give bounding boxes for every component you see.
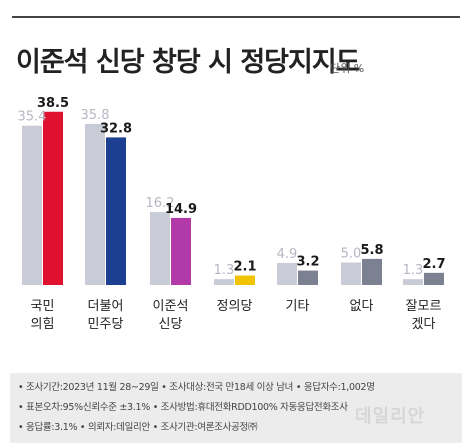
bar-series1-2	[150, 212, 170, 285]
unit-label: 단위 %	[330, 62, 365, 75]
footer-line-2: • 표본오차:95%신뢰수준 ±3.1% • 조사방법:휴대전화RDD100% …	[18, 402, 348, 413]
value-label-series1-5: 5.0	[341, 247, 362, 262]
bar-series2-1	[106, 137, 126, 285]
bar-series1-3	[214, 279, 234, 285]
bar-series1-0	[22, 125, 42, 285]
chart-title: 이준석 신당 창당 시 정당지지도	[16, 47, 361, 78]
value-label-series2-3: 2.1	[233, 260, 256, 275]
footer-line-1: • 조사기간:2023년 11월 28~29일 • 조사대상:전국 만18세 이…	[18, 382, 375, 393]
category-label-6: 잘모르 겠다	[406, 299, 442, 332]
value-label-series2-2: 14.9	[165, 202, 197, 217]
value-label-series1-3: 1.3	[214, 263, 235, 278]
survey-footer: • 조사기간:2023년 11월 28~29일 • 조사대상:전국 만18세 이…	[10, 373, 462, 443]
value-label-series2-4: 3.2	[296, 255, 319, 270]
value-label-series1-4: 4.9	[277, 247, 298, 262]
category-label-5: 없다	[350, 299, 374, 314]
bar-series1-4	[277, 262, 297, 285]
value-label-series1-2: 16.2	[146, 196, 175, 211]
bar-series2-4	[298, 270, 318, 285]
value-label-series2-6: 2.7	[422, 257, 445, 272]
value-label-series2-1: 32.8	[100, 121, 132, 136]
bar-series2-5	[362, 258, 382, 285]
category-label-3: 정의당	[217, 299, 253, 314]
category-label-4: 기타	[286, 299, 310, 314]
category-label-0: 국민 의힘	[31, 299, 55, 332]
category-label-1: 더불어 민주당	[88, 299, 124, 332]
bar-series1-5	[341, 262, 361, 285]
value-label-series1-1: 35.8	[81, 108, 110, 123]
watermark-logo: 데일리안	[355, 406, 426, 427]
value-label-series1-0: 35.4	[18, 110, 47, 125]
bar-chart: 35.438.5 국민 의힘 35.832.8 더불어 민주당 16.214.9 이준석 신당 1…	[18, 96, 446, 332]
top-rule	[12, 16, 460, 18]
value-label-series2-5: 5.8	[360, 243, 383, 258]
bar-series1-6	[403, 279, 423, 285]
value-label-series1-6: 1.3	[403, 263, 424, 278]
bar-series1-1	[85, 123, 105, 286]
bar-series2-0	[43, 111, 63, 285]
bar-series2-2	[171, 217, 191, 285]
bar-series2-3	[235, 275, 255, 285]
category-label-2: 이준석 신당	[153, 299, 189, 332]
bar-series2-6	[424, 272, 444, 285]
value-label-series2-0: 38.5	[37, 96, 69, 111]
footer-line-3: • 응답률:3.1% • 의뢰자:데일리안 • 조사기관:여론조사공정㈜	[18, 422, 258, 433]
